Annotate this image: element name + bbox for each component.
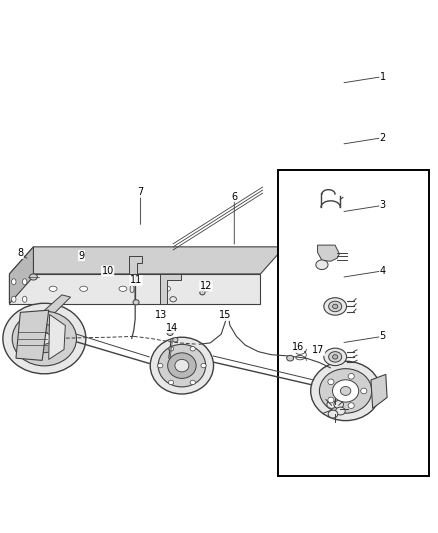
Ellipse shape [3,303,86,374]
Ellipse shape [173,338,178,342]
Text: 16: 16 [291,342,304,352]
Ellipse shape [328,352,342,362]
Polygon shape [130,256,142,274]
Ellipse shape [287,356,293,361]
Ellipse shape [202,286,210,292]
Polygon shape [10,247,33,304]
Text: 4: 4 [380,266,386,276]
Polygon shape [318,245,339,261]
Ellipse shape [340,386,351,395]
Ellipse shape [328,379,334,385]
Ellipse shape [319,369,372,413]
Ellipse shape [332,354,338,359]
Polygon shape [16,310,49,360]
Ellipse shape [328,301,342,312]
Ellipse shape [12,311,77,366]
Ellipse shape [201,364,206,368]
Ellipse shape [200,290,205,295]
Ellipse shape [29,274,37,280]
Text: 6: 6 [231,192,237,201]
Bar [278,171,428,476]
Ellipse shape [12,296,16,302]
Ellipse shape [175,359,189,372]
Text: 0: 0 [129,285,135,295]
Ellipse shape [336,407,345,415]
Ellipse shape [169,380,174,385]
Text: 8: 8 [17,248,23,259]
Text: 3: 3 [380,200,386,211]
Text: 17: 17 [312,345,325,356]
Ellipse shape [80,286,88,292]
Ellipse shape [332,304,338,309]
Text: 15: 15 [219,310,232,320]
Ellipse shape [119,286,127,292]
Polygon shape [371,374,387,408]
Polygon shape [10,274,261,304]
Ellipse shape [348,403,354,408]
Ellipse shape [316,260,328,270]
Ellipse shape [167,330,173,335]
Ellipse shape [311,361,381,421]
Ellipse shape [334,400,343,408]
Text: 5: 5 [380,332,386,341]
Ellipse shape [38,333,51,344]
Ellipse shape [169,346,174,351]
Ellipse shape [133,300,139,305]
Ellipse shape [158,364,163,368]
Ellipse shape [170,297,177,302]
Text: 12: 12 [200,281,212,291]
Ellipse shape [328,397,334,403]
Text: 2: 2 [380,133,386,143]
Ellipse shape [324,298,346,315]
Ellipse shape [327,400,336,408]
Ellipse shape [22,296,27,302]
Polygon shape [160,274,181,304]
Ellipse shape [49,286,57,292]
Polygon shape [10,247,285,274]
Ellipse shape [162,286,170,292]
Text: 1: 1 [380,71,386,82]
Text: 13: 13 [155,310,167,319]
Text: 14: 14 [166,322,178,333]
Polygon shape [49,314,65,359]
Text: 11: 11 [130,276,142,286]
Ellipse shape [22,279,27,285]
Ellipse shape [168,353,196,378]
Ellipse shape [324,348,346,366]
Ellipse shape [190,346,195,351]
Ellipse shape [12,279,16,285]
Text: 9: 9 [78,251,85,261]
Ellipse shape [158,344,205,387]
Polygon shape [42,295,71,314]
Text: 7: 7 [137,187,144,197]
Ellipse shape [361,388,367,394]
Ellipse shape [190,380,195,385]
Ellipse shape [348,374,354,379]
Ellipse shape [328,410,338,418]
Ellipse shape [332,380,359,402]
Ellipse shape [28,325,61,353]
Ellipse shape [150,337,214,394]
Text: 10: 10 [102,266,114,276]
